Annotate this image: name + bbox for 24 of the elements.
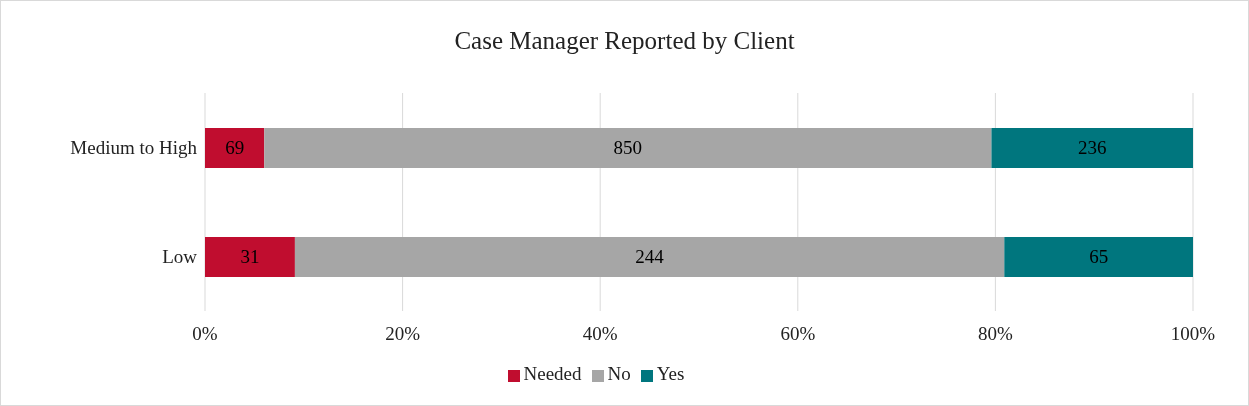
x-tick-label: 40% xyxy=(582,323,618,345)
y-tick-label: Low xyxy=(162,246,198,268)
annotation: 31 xyxy=(240,246,260,267)
legend-label: Yes xyxy=(656,363,685,384)
annotation: 236 xyxy=(1077,137,1107,158)
x-tick-label: 60% xyxy=(780,323,816,345)
annotation: 65 xyxy=(1089,246,1109,267)
bar xyxy=(264,128,992,168)
bar xyxy=(294,237,1005,277)
annotation: 69 xyxy=(225,137,245,158)
bar xyxy=(205,128,265,168)
bar xyxy=(1004,237,1193,277)
x-tick-label: 80% xyxy=(977,323,1013,345)
bar xyxy=(991,128,1193,168)
legend-label: Needed xyxy=(523,363,582,384)
annotation: 850 xyxy=(613,137,643,158)
legend-label: No xyxy=(607,363,631,384)
x-tick-label: 0% xyxy=(192,323,218,345)
chart-title: Case Manager Reported by Client xyxy=(453,27,796,55)
y-tick-label: Medium to High xyxy=(70,137,198,159)
annotation: 244 xyxy=(635,246,665,267)
x-tick-label: 20% xyxy=(385,323,421,345)
bar xyxy=(205,237,295,277)
x-tick-label: 100% xyxy=(1170,323,1216,345)
